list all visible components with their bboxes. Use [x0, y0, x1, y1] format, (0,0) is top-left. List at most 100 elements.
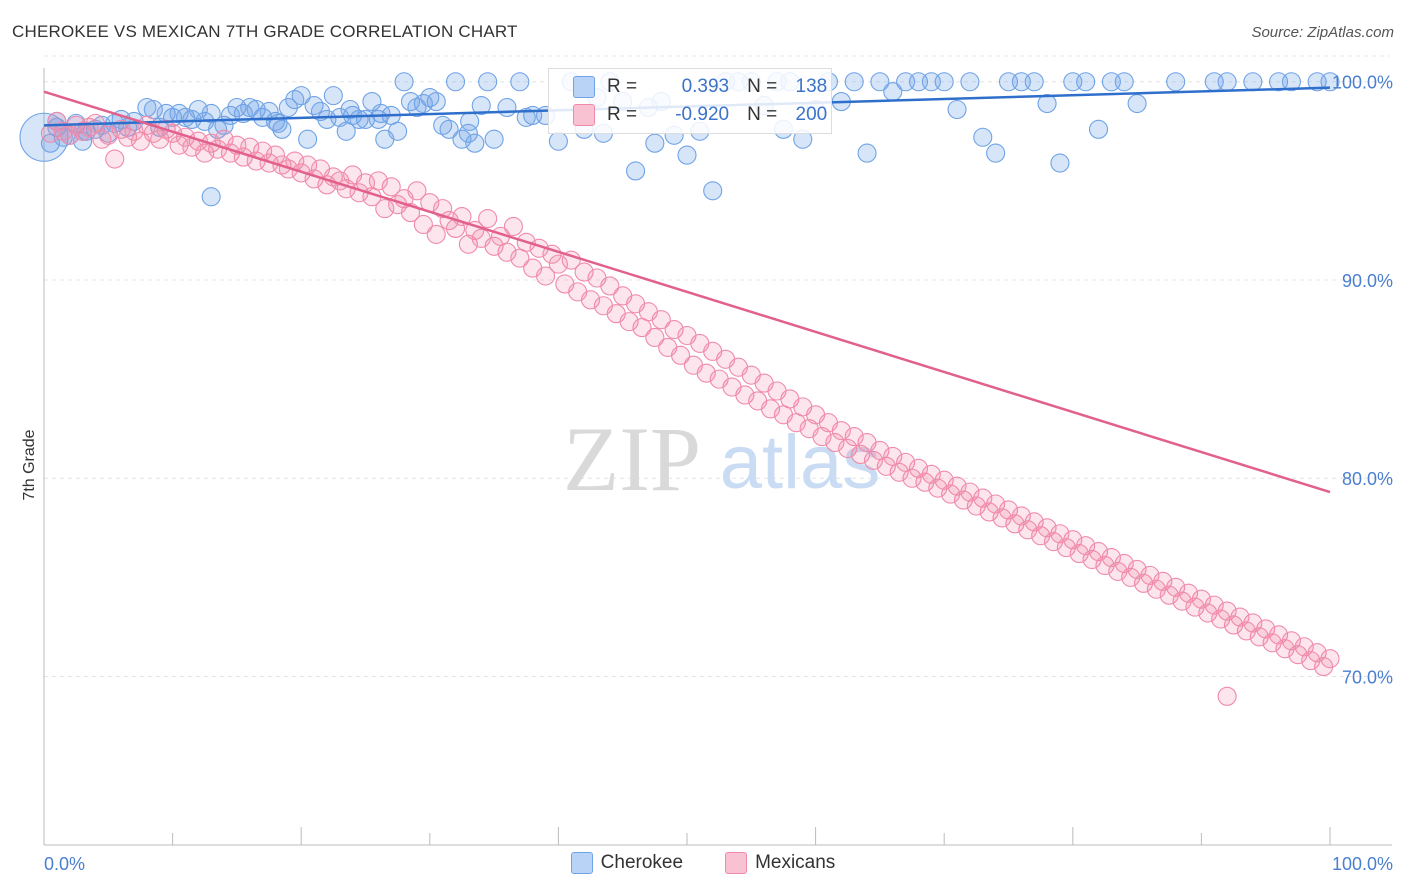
trend-line-mexicans: [43, 90, 1331, 494]
data-point: [445, 72, 466, 92]
data-point: [548, 131, 568, 151]
data-point: [298, 129, 318, 149]
data-point: [645, 133, 665, 153]
data-point: [265, 111, 286, 131]
data-point: [510, 72, 530, 92]
data-point: [394, 72, 414, 92]
stats-swatch-cherokee: [573, 76, 595, 98]
data-point: [478, 208, 498, 229]
stats-n-label: N =: [747, 76, 778, 97]
data-point: [1050, 153, 1070, 173]
legend-swatch-mexicans: [725, 852, 748, 874]
y-tick-label: 70.0%: [1342, 667, 1393, 687]
data-point: [645, 327, 665, 348]
data-point: [484, 129, 504, 149]
stats-r-label: R =: [607, 104, 638, 125]
data-point: [703, 181, 723, 201]
data-point: [1114, 72, 1134, 92]
data-point: [291, 86, 311, 106]
x-tick-label-end: 100.0%: [1332, 854, 1393, 874]
data-point: [426, 92, 446, 112]
data-point: [497, 97, 517, 118]
watermark-zip: ZIP: [563, 408, 701, 510]
legend-label-cherokee: Cherokee: [600, 852, 684, 873]
data-point: [323, 86, 343, 106]
data-point: [1217, 686, 1237, 706]
stats-r-value: 0.393: [681, 76, 730, 97]
data-point: [1088, 119, 1109, 139]
data-point: [960, 72, 980, 92]
y-tick-labels: 70.0% 80.0% 90.0% 100.0%: [1332, 73, 1393, 688]
data-point: [413, 214, 433, 235]
data-point: [973, 127, 993, 147]
data-point: [1166, 72, 1186, 92]
data-point: [677, 145, 697, 165]
data-point: [516, 107, 536, 127]
legend-item-cherokee[interactable]: Cherokee: [570, 852, 684, 874]
y-tick-label: 90.0%: [1342, 271, 1393, 291]
data-point: [426, 224, 446, 244]
y-axis-label: 7th Grade: [21, 429, 38, 500]
data-point: [381, 177, 401, 197]
data-point: [407, 181, 427, 201]
data-point: [548, 254, 568, 274]
data-point: [857, 143, 877, 163]
stats-r-value: -0.920: [675, 104, 730, 125]
x-tick-labels: 0.0% 100.0%: [44, 854, 1393, 874]
series-mexicans-points: [40, 111, 1340, 706]
stats-row-cherokee: R = 0.393 N = 138: [573, 72, 827, 102]
data-point: [600, 276, 620, 296]
axes: [43, 68, 1392, 846]
data-point: [1127, 93, 1147, 114]
data-point: [1243, 72, 1263, 92]
y-tick-label: 80.0%: [1342, 469, 1393, 489]
data-point: [902, 468, 922, 488]
data-point: [1076, 72, 1096, 92]
data-point: [870, 72, 890, 92]
data-point: [535, 266, 556, 286]
data-point: [439, 119, 459, 139]
chart-title: CHEROKEE VS MEXICAN 7TH GRADE CORRELATIO…: [12, 22, 518, 41]
watermark-atlas: atlas: [720, 420, 881, 505]
data-point: [201, 187, 221, 207]
data-point: [465, 133, 485, 153]
x-tick-label-start: 0.0%: [44, 854, 85, 874]
data-point: [220, 105, 241, 125]
data-point: [947, 99, 967, 120]
data-point: [371, 103, 391, 124]
data-point: [1314, 657, 1334, 677]
data-point: [388, 121, 408, 141]
stats-n-value: 200: [795, 104, 828, 125]
y-tick-label: 100.0%: [1332, 73, 1393, 93]
data-point: [460, 111, 480, 131]
data-point: [60, 125, 80, 145]
stats-row-mexicans: R = -0.920 N = 200: [573, 100, 827, 130]
data-point: [471, 95, 491, 116]
data-point: [478, 72, 498, 92]
stats-legend: R = 0.393 N = 138 R = -0.920 N = 200: [548, 68, 832, 134]
data-point: [188, 99, 208, 120]
data-point: [1024, 72, 1044, 92]
data-point: [340, 99, 360, 120]
data-point: [1320, 649, 1340, 669]
data-point: [986, 143, 1006, 163]
data-point: [844, 72, 864, 92]
data-point: [1281, 72, 1301, 92]
stats-n-label: N =: [747, 104, 778, 125]
data-point: [278, 97, 298, 118]
data-point: [156, 103, 176, 124]
data-point: [934, 72, 954, 92]
stats-r-label: R =: [607, 76, 638, 97]
data-point: [1320, 72, 1340, 92]
data-point: [375, 199, 395, 219]
data-point: [1037, 93, 1057, 114]
series-legend: Cherokee Mexicans: [0, 852, 1406, 874]
data-point: [195, 143, 215, 163]
data-point: [105, 149, 125, 169]
data-point: [1217, 72, 1237, 92]
stats-n-value: 138: [795, 76, 828, 97]
legend-item-mexicans[interactable]: Mexicans: [725, 852, 835, 874]
data-point: [626, 161, 646, 181]
data-point: [651, 310, 671, 330]
watermark: ZIP atlas: [563, 408, 880, 510]
